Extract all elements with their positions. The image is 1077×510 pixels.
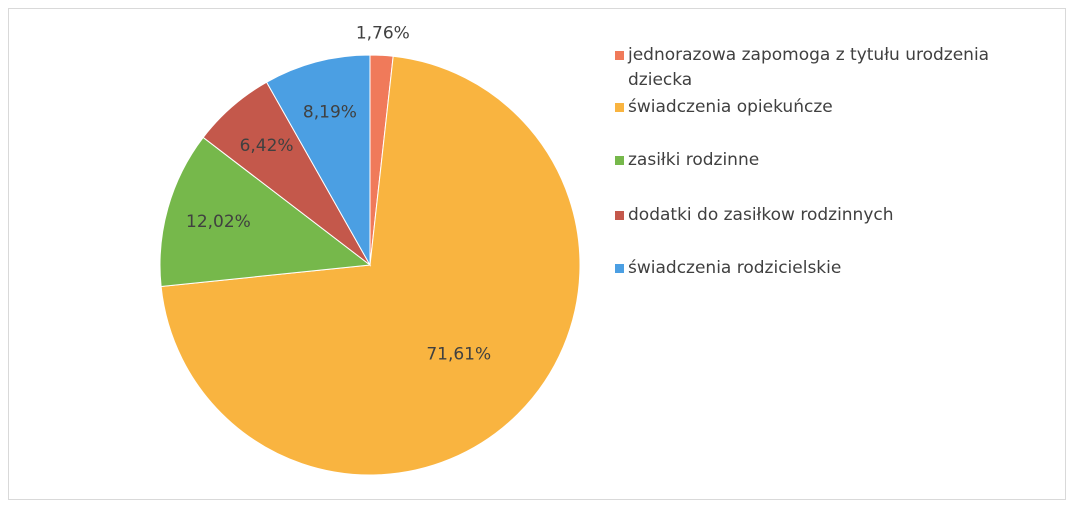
legend-swatch: [615, 264, 624, 273]
legend-item: świadczenia rodzicielskie: [615, 256, 1058, 281]
data-label: 71,61%: [426, 344, 491, 364]
legend-label: świadczenia rodzicielskie: [628, 258, 842, 278]
pie-slice: [160, 55, 581, 476]
data-label: 12,02%: [186, 212, 251, 232]
pie-slice: [265, 54, 371, 267]
legend-label: dodatki do zasiłkow rodzinnych: [628, 205, 894, 225]
legend-item: zasiłki rodzinne: [615, 148, 1058, 173]
legend-label: świadczenia opiekuńcze: [628, 97, 833, 117]
legend-swatch: [615, 156, 624, 165]
legend-swatch: [615, 51, 624, 60]
pie-slice: [159, 136, 372, 288]
legend-item: jednorazowa zapomoga z tytułu urodzenia …: [615, 43, 1058, 93]
legend-item: świadczenia opiekuńcze: [615, 95, 1058, 120]
data-label: 8,19%: [303, 103, 357, 123]
legend-swatch: [615, 211, 624, 220]
data-label: 1,76%: [356, 23, 410, 43]
legend-label: zasiłki rodzinne: [628, 150, 760, 170]
legend-label: jednorazowa zapomoga z tytułu urodzenia …: [628, 45, 990, 90]
legend-item: dodatki do zasiłkow rodzinnych: [615, 203, 1058, 228]
chart-frame: [8, 8, 1066, 500]
legend-swatch: [615, 103, 624, 112]
data-label: 6,42%: [240, 136, 294, 156]
